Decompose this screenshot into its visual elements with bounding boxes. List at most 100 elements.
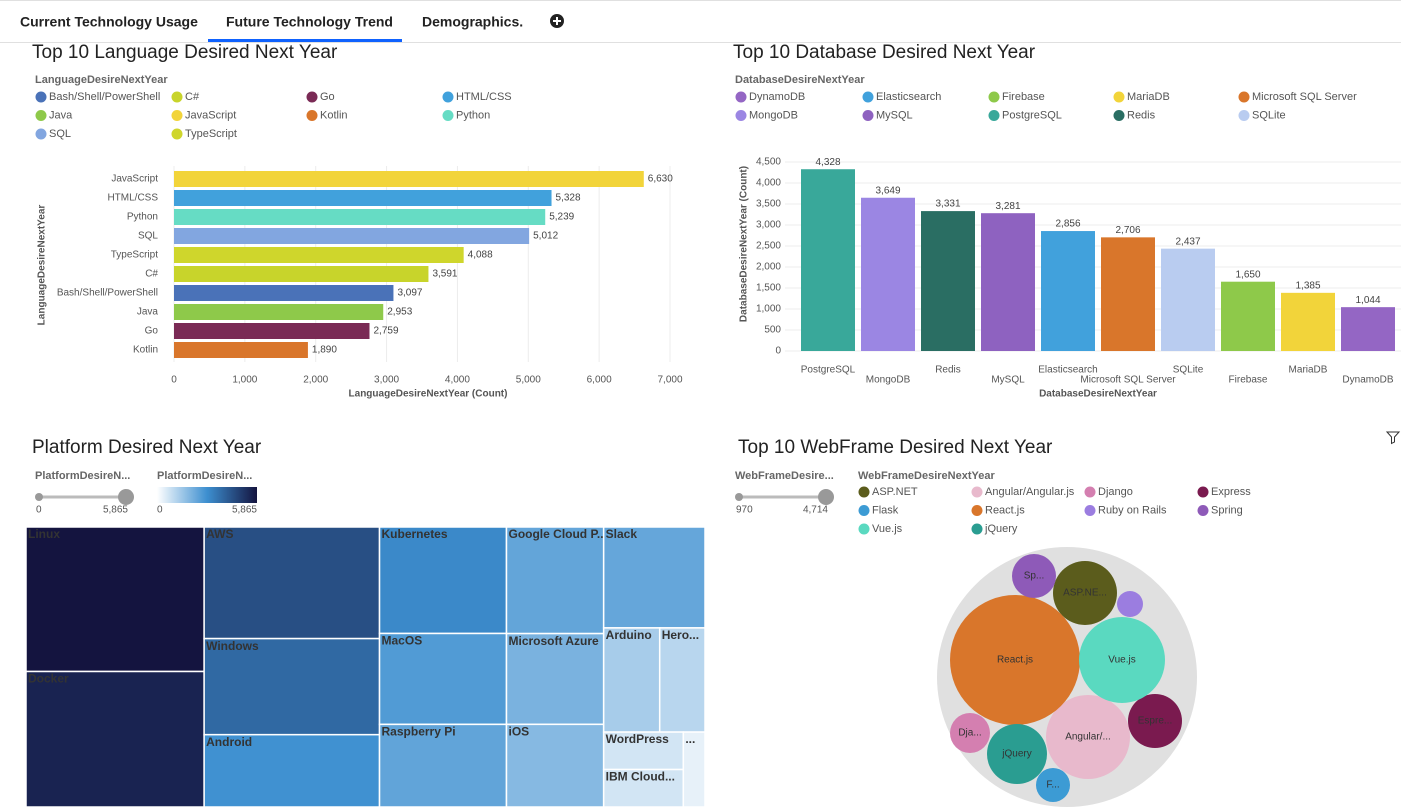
- treemap-label: AWS: [206, 527, 233, 541]
- treemap-label: Docker: [28, 672, 69, 686]
- color-legend-min: 0: [157, 505, 163, 516]
- legend-title: LanguageDesireNextYear: [35, 74, 168, 86]
- bar: [1161, 248, 1215, 351]
- value-label: 2,953: [387, 307, 412, 318]
- treemap-cell: [682, 731, 706, 807]
- value-label: 2,759: [373, 326, 398, 337]
- treemap-cell: [602, 731, 685, 771]
- treemap-cell: [25, 526, 205, 673]
- tab[interactable]: Demographics.: [422, 14, 523, 30]
- legend-label: Go: [320, 91, 335, 103]
- x-tick-label: 3,000: [374, 375, 399, 386]
- x-tick-label: 6,000: [587, 375, 612, 386]
- treemap-label: Microsoft Azure: [508, 634, 599, 648]
- y-tick-label: Python: [127, 212, 158, 223]
- legend-label: ASP.NET: [872, 486, 918, 498]
- legend-label: Spring: [1211, 504, 1243, 516]
- legend-label: MongoDB: [749, 109, 798, 121]
- treemap-cell: [378, 632, 508, 726]
- treemap-label: Slack: [606, 527, 638, 541]
- x-tick-label: 5,000: [516, 375, 541, 386]
- bubble-label: Espre...: [1138, 716, 1172, 727]
- y-tick-label: Java: [137, 307, 159, 318]
- y-tick-label: 2,000: [756, 262, 781, 273]
- bubble: [950, 713, 990, 753]
- value-label: 1,385: [1295, 280, 1320, 291]
- x-axis-title: DatabaseDesireNextYear: [1039, 389, 1157, 400]
- legend-label: Ruby on Rails: [1098, 504, 1167, 516]
- size-legend-title: WebFrameDesire...: [735, 470, 834, 482]
- legend-label: DynamoDB: [749, 91, 805, 103]
- legend-swatch: [306, 110, 318, 121]
- legend-label: Bash/Shell/PowerShell: [49, 91, 160, 103]
- bubble: [950, 595, 1080, 725]
- treemap-label: Arduino: [606, 628, 652, 642]
- bar: [174, 323, 370, 339]
- treemap-label: IBM Cloud...: [606, 770, 675, 784]
- legend-swatch: [35, 91, 47, 103]
- chart-title: Top 10 WebFrame Desired Next Year: [738, 437, 1053, 458]
- y-tick-label: TypeScript: [111, 250, 158, 261]
- treemap-cell: [203, 637, 381, 736]
- y-axis-title: DatabaseDesireNextYear (Count): [739, 166, 750, 322]
- bar: [174, 266, 429, 282]
- treemap-cell: [602, 627, 661, 733]
- add-tab-button[interactable]: [550, 14, 564, 28]
- bar: [861, 197, 915, 351]
- y-tick-label: 2,500: [756, 241, 781, 252]
- legend-label: Java: [49, 109, 73, 121]
- x-tick-label: 0: [171, 375, 177, 386]
- filter-icon[interactable]: [1385, 431, 1401, 445]
- y-tick-label: HTML/CSS: [107, 193, 158, 204]
- treemap-label: Hero...: [662, 628, 699, 642]
- treemap-label: ...: [685, 732, 695, 746]
- treemap-cell: [378, 526, 508, 635]
- legend-label: Express: [1211, 486, 1251, 498]
- bar: [981, 213, 1035, 351]
- value-label: 2,856: [1055, 219, 1080, 230]
- color-legend-gradient: [157, 487, 257, 503]
- bar: [921, 211, 975, 351]
- x-tick-label: Microsoft SQL Server: [1080, 375, 1176, 386]
- legend-label: Angular/Angular.js: [985, 486, 1075, 498]
- legend-swatch: [971, 523, 983, 535]
- legend-label: Vue.js: [872, 523, 903, 535]
- bar: [174, 304, 384, 320]
- bar: [801, 169, 855, 351]
- y-tick-label: SQL: [138, 231, 158, 242]
- size-legend-max: 5,865: [103, 505, 128, 516]
- legend-swatch: [971, 486, 983, 498]
- value-label: 5,012: [533, 231, 558, 242]
- legend-label: HTML/CSS: [456, 91, 512, 103]
- bubble-label: Sp...: [1024, 571, 1045, 582]
- x-axis-title: LanguageDesireNextYear (Count): [349, 389, 508, 400]
- legend-swatch: [171, 110, 183, 121]
- treemap-cell: [658, 627, 706, 733]
- treemap-cell: [25, 670, 205, 807]
- bubble-label: React.js: [997, 655, 1033, 666]
- treemap-label: Windows: [206, 639, 259, 653]
- treemap-cell: [505, 632, 605, 726]
- legend-label: SQLite: [1252, 109, 1286, 121]
- bar: [1041, 231, 1095, 351]
- y-tick-label: 3,000: [756, 220, 781, 231]
- treemap-cell: [602, 768, 685, 807]
- value-label: 4,088: [468, 250, 493, 261]
- color-legend-title: PlatformDesireN...: [157, 470, 252, 482]
- legend-swatch: [862, 110, 874, 121]
- value-label: 3,591: [432, 269, 457, 280]
- x-tick-label: PostgreSQL: [801, 365, 856, 376]
- value-label: 1,650: [1235, 269, 1260, 280]
- legend-swatch: [988, 110, 1000, 121]
- legend-swatch: [1238, 110, 1250, 121]
- legend-label: PostgreSQL: [1002, 109, 1062, 121]
- tab[interactable]: Future Technology Trend: [226, 14, 393, 30]
- y-axis-title: LanguageDesireNextYear: [37, 205, 48, 326]
- value-label: 1,044: [1355, 295, 1380, 306]
- treemap-label: Raspberry Pi: [382, 725, 456, 739]
- value-label: 4,328: [815, 157, 840, 168]
- size-slider-max: [818, 489, 834, 505]
- bar: [1221, 281, 1275, 351]
- y-tick-label: 4,500: [756, 157, 781, 168]
- tab[interactable]: Current Technology Usage: [20, 14, 198, 30]
